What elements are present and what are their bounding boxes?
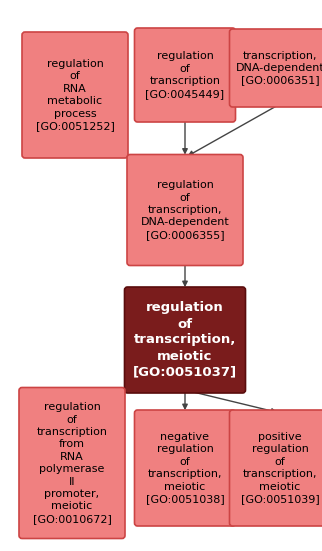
Text: transcription,
DNA-dependent
[GO:0006351]: transcription, DNA-dependent [GO:0006351…: [236, 51, 322, 85]
Text: positive
regulation
of
transcription,
meiotic
[GO:0051039]: positive regulation of transcription, me…: [241, 432, 319, 504]
FancyBboxPatch shape: [230, 29, 322, 107]
FancyBboxPatch shape: [127, 154, 243, 266]
Text: regulation
of
transcription,
DNA-dependent
[GO:0006355]: regulation of transcription, DNA-depende…: [141, 180, 229, 240]
FancyBboxPatch shape: [125, 287, 245, 393]
FancyBboxPatch shape: [19, 387, 125, 538]
Text: regulation
of
transcription,
meiotic
[GO:0051037]: regulation of transcription, meiotic [GO…: [133, 301, 237, 379]
FancyBboxPatch shape: [230, 410, 322, 526]
Text: regulation
of
RNA
metabolic
process
[GO:0051252]: regulation of RNA metabolic process [GO:…: [35, 59, 114, 131]
FancyBboxPatch shape: [135, 28, 235, 122]
FancyBboxPatch shape: [135, 410, 235, 526]
FancyBboxPatch shape: [22, 32, 128, 158]
Text: negative
regulation
of
transcription,
meiotic
[GO:0051038]: negative regulation of transcription, me…: [146, 432, 224, 504]
Text: regulation
of
transcription
from
RNA
polymerase
II
promoter,
meiotic
[GO:0010672: regulation of transcription from RNA pol…: [33, 402, 111, 524]
Text: regulation
of
transcription
[GO:0045449]: regulation of transcription [GO:0045449]: [146, 51, 224, 99]
